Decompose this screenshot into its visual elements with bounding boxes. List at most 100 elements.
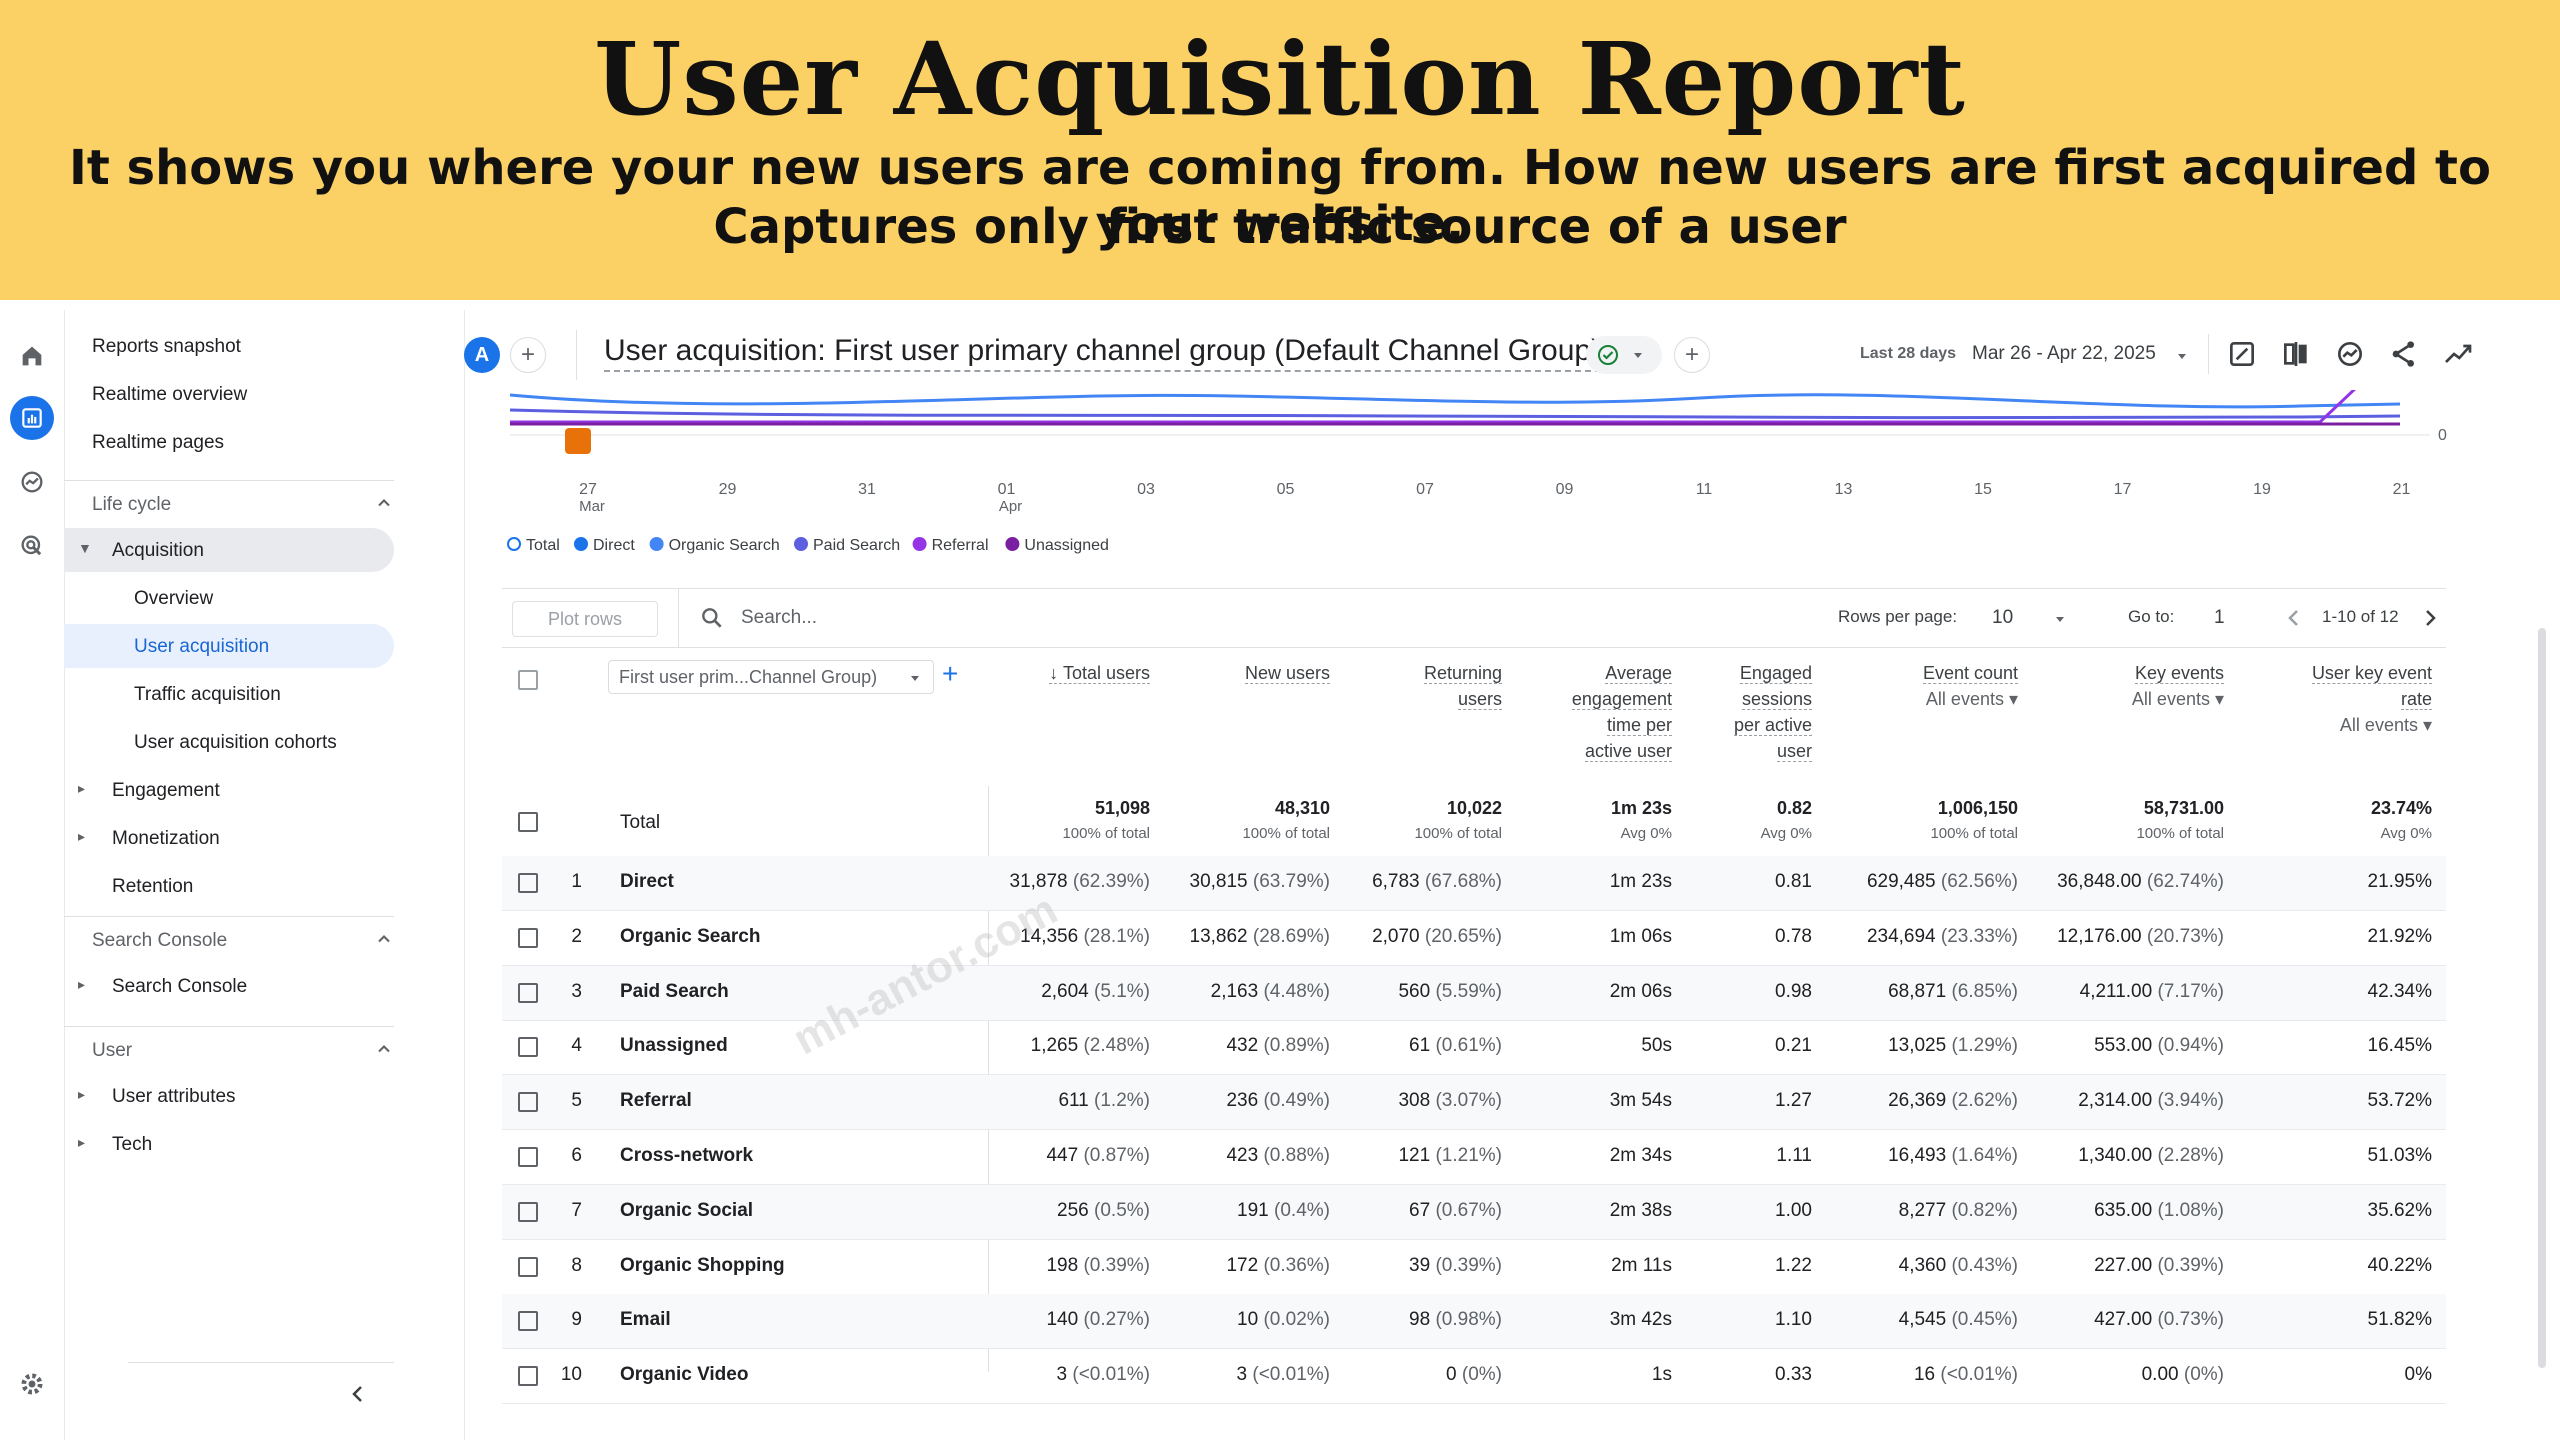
legend-label[interactable]: Referral <box>932 537 989 554</box>
sidebar-item-user-acquisition-cohorts[interactable]: User acquisition cohorts <box>64 720 394 764</box>
annotation-marker-icon[interactable] <box>565 428 591 454</box>
row-checkbox[interactable] <box>518 873 538 893</box>
add-comparison-button[interactable]: + <box>510 337 546 373</box>
comparison-avatar[interactable]: A <box>464 337 500 373</box>
insights-icon[interactable] <box>2334 338 2366 370</box>
metric-cell: 35.62% <box>2367 1199 2432 1221</box>
sidebar-item-retention[interactable]: Retention <box>64 864 394 908</box>
channel-name[interactable]: Unassigned <box>620 1035 728 1057</box>
dimension-select[interactable]: First user prim...Channel Group) <box>608 660 934 694</box>
column-header[interactable]: Key events All events ▾ <box>2034 660 2224 712</box>
caret-down-icon <box>1634 353 1642 358</box>
trending-icon[interactable] <box>2442 338 2474 370</box>
table-row[interactable]: 4 Unassigned 1,265 (2.48%) 432 (0.89%) 61 (0… <box>502 1020 2446 1076</box>
x-tick-label: 03 <box>1137 481 1155 498</box>
legend-label[interactable]: Paid Search <box>813 537 900 554</box>
edit-report-icon[interactable] <box>2226 338 2258 370</box>
channel-name[interactable]: Paid Search <box>620 980 729 1002</box>
column-header[interactable]: Returning users <box>1342 660 1502 712</box>
row-checkbox[interactable] <box>518 1311 538 1332</box>
table-row[interactable]: 10 Organic Video 3 (<0.01%) 3 (<0.01%) 0 (0%… <box>502 1349 2446 1405</box>
add-dimension-icon[interactable]: + <box>942 658 959 689</box>
rows-per-page-select[interactable]: 10 <box>1992 607 2014 628</box>
sidebar-item-realtime-pages[interactable]: Realtime pages <box>92 432 225 453</box>
legend-label[interactable]: Total <box>526 537 560 554</box>
go-to-input[interactable]: 1 <box>2214 607 2225 628</box>
column-header-filter[interactable]: All events ▾ <box>1925 689 2018 709</box>
home-icon[interactable] <box>10 334 54 378</box>
sidebar-item-acquisition[interactable]: ▼ Acquisition <box>64 528 394 572</box>
column-header[interactable]: Average engagement time per active user <box>1512 660 1672 764</box>
reports-icon[interactable] <box>10 396 54 440</box>
channel-name[interactable]: Organic Video <box>620 1364 749 1386</box>
share-icon[interactable] <box>2388 338 2420 370</box>
sidebar-item-user-attributes[interactable]: ▸ User attributes <box>64 1074 394 1118</box>
date-range-picker[interactable]: Mar 26 - Apr 22, 2025 <box>1972 343 2156 364</box>
sidebar-item-user-acquisition[interactable]: User acquisition <box>64 624 394 668</box>
row-checkbox[interactable] <box>518 1092 538 1113</box>
row-checkbox[interactable] <box>518 1366 538 1387</box>
plot-rows-button[interactable]: Plot rows <box>512 601 658 637</box>
sidebar-item-realtime-overview[interactable]: Realtime overview <box>92 384 248 405</box>
channel-name[interactable]: Organic Social <box>620 1199 754 1221</box>
chevron-right-icon[interactable] <box>2418 606 2442 630</box>
table-search[interactable]: Search... <box>678 589 1679 647</box>
sidebar-item-search-console[interactable]: ▸ Search Console <box>64 964 394 1008</box>
row-checkbox[interactable] <box>518 1037 538 1058</box>
row-checkbox[interactable] <box>518 1256 538 1277</box>
search-input[interactable]: Search... <box>741 607 818 628</box>
column-header[interactable]: New users <box>1160 660 1330 686</box>
sidebar-item-engagement[interactable]: ▸ Engagement <box>64 768 394 812</box>
report-status-chip[interactable] <box>1586 336 1662 374</box>
column-header[interactable]: Event count All events ▾ <box>1828 660 2018 712</box>
row-checkbox[interactable] <box>518 812 538 832</box>
caret-down-icon[interactable] <box>2176 350 2188 362</box>
table-row[interactable]: 7 Organic Social 256 (0.5%) 191 (0.4%) 67 (0… <box>502 1184 2446 1240</box>
column-header[interactable]: User key event rate All events ▾ <box>2232 660 2432 738</box>
table-row[interactable]: 5 Referral 611 (1.2%) 236 (0.49%) 308 (3.07%… <box>502 1075 2446 1131</box>
channel-name[interactable]: Referral <box>620 1090 692 1112</box>
add-report-button[interactable]: + <box>1674 337 1710 373</box>
advertising-icon[interactable] <box>10 524 54 568</box>
table-row[interactable]: 9 Email 140 (0.27%) 10 (0.02%) 98 (0.98%) 3m … <box>502 1294 2446 1350</box>
row-checkbox[interactable] <box>518 1147 538 1167</box>
column-header-filter[interactable]: All events ▾ <box>2131 689 2224 709</box>
page-scrollbar[interactable] <box>2538 628 2546 1368</box>
channel-name[interactable]: Organic Search <box>620 925 761 947</box>
channel-name[interactable]: Cross-network <box>620 1145 754 1166</box>
collapse-sidebar-icon[interactable] <box>346 1382 370 1411</box>
column-header-filter[interactable]: All events ▾ <box>2339 715 2432 735</box>
legend-label[interactable]: Organic Search <box>669 537 780 554</box>
row-checkbox[interactable] <box>518 982 538 1003</box>
legend-label[interactable]: Unassigned <box>1024 537 1109 554</box>
gear-icon[interactable] <box>10 1362 54 1406</box>
explore-icon[interactable] <box>10 460 54 504</box>
table-row[interactable]: 6 Cross-network 447 (0.87%) 423 (0.88%) 121 … <box>502 1130 2446 1185</box>
channel-name[interactable]: Direct <box>620 871 674 892</box>
report-title[interactable]: User acquisition: First user primary cha… <box>604 334 1602 372</box>
sidebar-item-monetization[interactable]: ▸ Monetization <box>64 816 394 860</box>
sidebar-section-user[interactable]: User <box>64 1026 394 1071</box>
column-header[interactable]: ↓ Total users <box>970 660 1150 686</box>
sidebar-item-reports-snapshot[interactable]: Reports snapshot <box>92 336 241 357</box>
metric-cell: 13,025 (1.29%) <box>1888 1035 2018 1057</box>
table-row[interactable]: 3 Paid Search 2,604 (5.1%) 2,163 (4.48%) 560… <box>502 965 2446 1021</box>
column-header[interactable]: Engaged sessions per active user <box>1682 660 1812 764</box>
sidebar-item-tech[interactable]: ▸ Tech <box>64 1122 394 1166</box>
legend-label[interactable]: Direct <box>593 537 635 554</box>
sidebar-item-traffic-acquisition[interactable]: Traffic acquisition <box>64 672 394 716</box>
table-row[interactable]: 2 Organic Search 14,356 (28.1%) 13,862 (28.… <box>502 911 2446 966</box>
sidebar-section-search-console[interactable]: Search Console <box>64 916 394 961</box>
compare-icon[interactable] <box>2280 338 2312 370</box>
header-checkbox[interactable] <box>518 670 538 690</box>
chevron-left-icon[interactable] <box>2282 606 2306 630</box>
channel-name[interactable]: Organic Shopping <box>620 1254 785 1276</box>
row-checkbox[interactable] <box>518 927 538 948</box>
caret-down-icon[interactable] <box>2054 613 2066 625</box>
sidebar-section-lifecycle[interactable]: Life cycle <box>64 480 394 525</box>
channel-name[interactable]: Email <box>620 1309 671 1331</box>
row-checkbox[interactable] <box>518 1201 538 1222</box>
sidebar-item-overview[interactable]: Overview <box>64 576 394 620</box>
table-row[interactable]: 1 Direct 31,878 (62.39%) 30,815 (63.79%) 6,7… <box>502 856 2446 911</box>
table-row[interactable]: 8 Organic Shopping 198 (0.39%) 172 (0.36%) 3… <box>502 1240 2446 1295</box>
